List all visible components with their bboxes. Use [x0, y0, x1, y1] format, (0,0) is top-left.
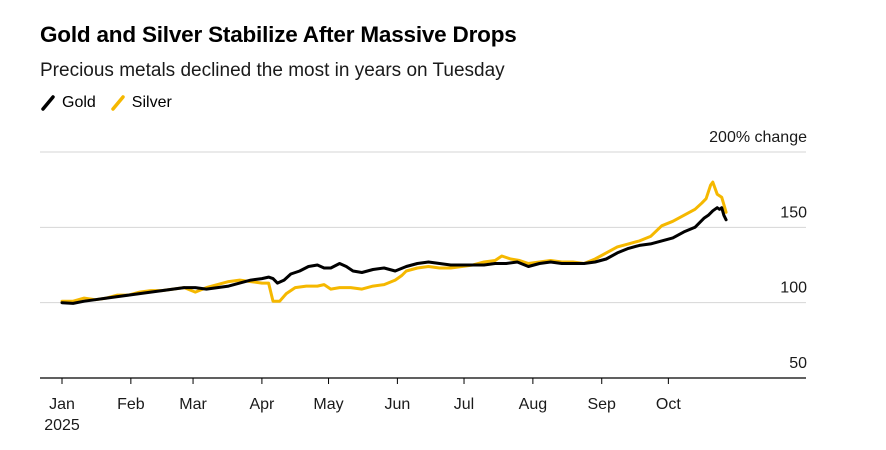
legend-item-silver: Silver — [110, 94, 172, 112]
x-tick-label-mar: Mar — [179, 396, 207, 413]
x-tick-label-feb: Feb — [117, 396, 145, 413]
x-tick-label-jan: Jan — [49, 396, 75, 413]
legend-label-silver: Silver — [131, 94, 172, 111]
series-line-silver — [60, 180, 728, 303]
series-line-gold — [60, 206, 728, 305]
y-tick-label-100: 100 — [780, 280, 807, 297]
chart-title: Gold and Silver Stabilize After Massive … — [40, 22, 517, 47]
x-tick-label-sep: Sep — [587, 396, 616, 413]
y-tick-label-150: 150 — [780, 204, 807, 221]
y-tick-label-50: 50 — [789, 355, 807, 372]
x-tick-label-aug: Aug — [519, 396, 547, 413]
series-lines — [60, 180, 728, 305]
x-axis: Jan 2025 Feb Mar Apr May Jun Jul Aug Sep Oct — [44, 378, 681, 434]
x-tick-label-may: May — [313, 396, 343, 413]
legend-line-gold — [41, 95, 55, 111]
y-axis-labels: 200% change 150 100 50 — [709, 129, 807, 372]
chart-subtitle: Precious metals declined the most in yea… — [40, 60, 505, 81]
y-tick-label-200: 200% change — [709, 129, 807, 146]
x-tick-label-jul: Jul — [454, 396, 474, 413]
x-tick-label-oct: Oct — [656, 396, 681, 413]
x-tick-label-apr: Apr — [249, 396, 275, 413]
x-tick-sublabel-year: 2025 — [44, 417, 80, 434]
gridlines — [40, 151, 806, 379]
legend: Gold Silver — [40, 94, 186, 112]
legend-label-gold: Gold — [62, 94, 96, 111]
x-tick-label-jun: Jun — [384, 396, 410, 413]
legend-swatch-silver — [111, 95, 125, 111]
legend-item-gold: Gold — [40, 94, 96, 112]
legend-swatch-gold — [41, 95, 55, 111]
legend-line-silver — [111, 95, 125, 111]
